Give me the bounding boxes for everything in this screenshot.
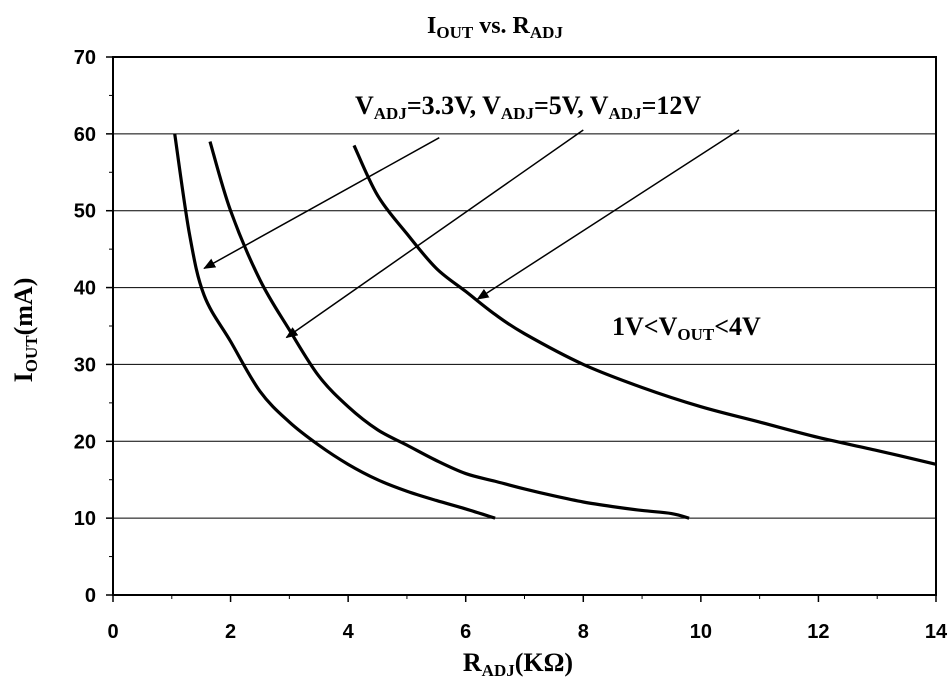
y-axis-ticks: 0 10 20 30 40 50 60 70: [74, 47, 113, 607]
y-axis-label: IOUT(mA): [9, 278, 41, 383]
x-tick-label: 12: [807, 621, 829, 643]
series-line-1: [173, 133, 496, 520]
annotation-arrow-1: [203, 137, 440, 270]
condition-note: 1V<VOUT<4V: [612, 312, 761, 344]
x-tick-label: 8: [578, 621, 589, 643]
x-tick-label: 10: [690, 621, 712, 643]
x-axis-label: RADJ(KΩ): [463, 648, 573, 677]
plot-area: [112, 56, 937, 596]
x-tick-label: 6: [460, 621, 471, 643]
series-lines: [173, 133, 937, 520]
annotation-arrow-2: [285, 129, 584, 339]
y-tick-label: 20: [74, 431, 96, 453]
series-line-3: [352, 144, 937, 466]
y-tick-label: 0: [85, 585, 96, 607]
annotation-legend: VADJ=3.3V, VADJ=5V, VADJ=12V: [355, 91, 701, 123]
annotation-arrow-3: [476, 129, 740, 300]
x-tick-label: 0: [107, 621, 118, 643]
y-tick-label: 10: [74, 508, 96, 530]
y-tick-label: 30: [74, 354, 96, 376]
x-tick-label: 4: [343, 621, 355, 643]
x-tick-label: 14: [925, 621, 948, 643]
x-axis-ticks: 0 2 4 6 8 10 12 14: [107, 595, 948, 643]
series-line-2: [208, 141, 690, 520]
y-tick-label: 40: [74, 278, 96, 300]
x-tick-label: 2: [225, 621, 236, 643]
y-tick-label: 60: [74, 124, 96, 146]
y-tick-label: 50: [74, 201, 96, 223]
chart-title: IOUT vs. RADJ: [427, 13, 563, 42]
annotation-arrows: [203, 129, 740, 339]
gridlines: [113, 133, 936, 519]
y-tick-label: 70: [74, 47, 96, 69]
